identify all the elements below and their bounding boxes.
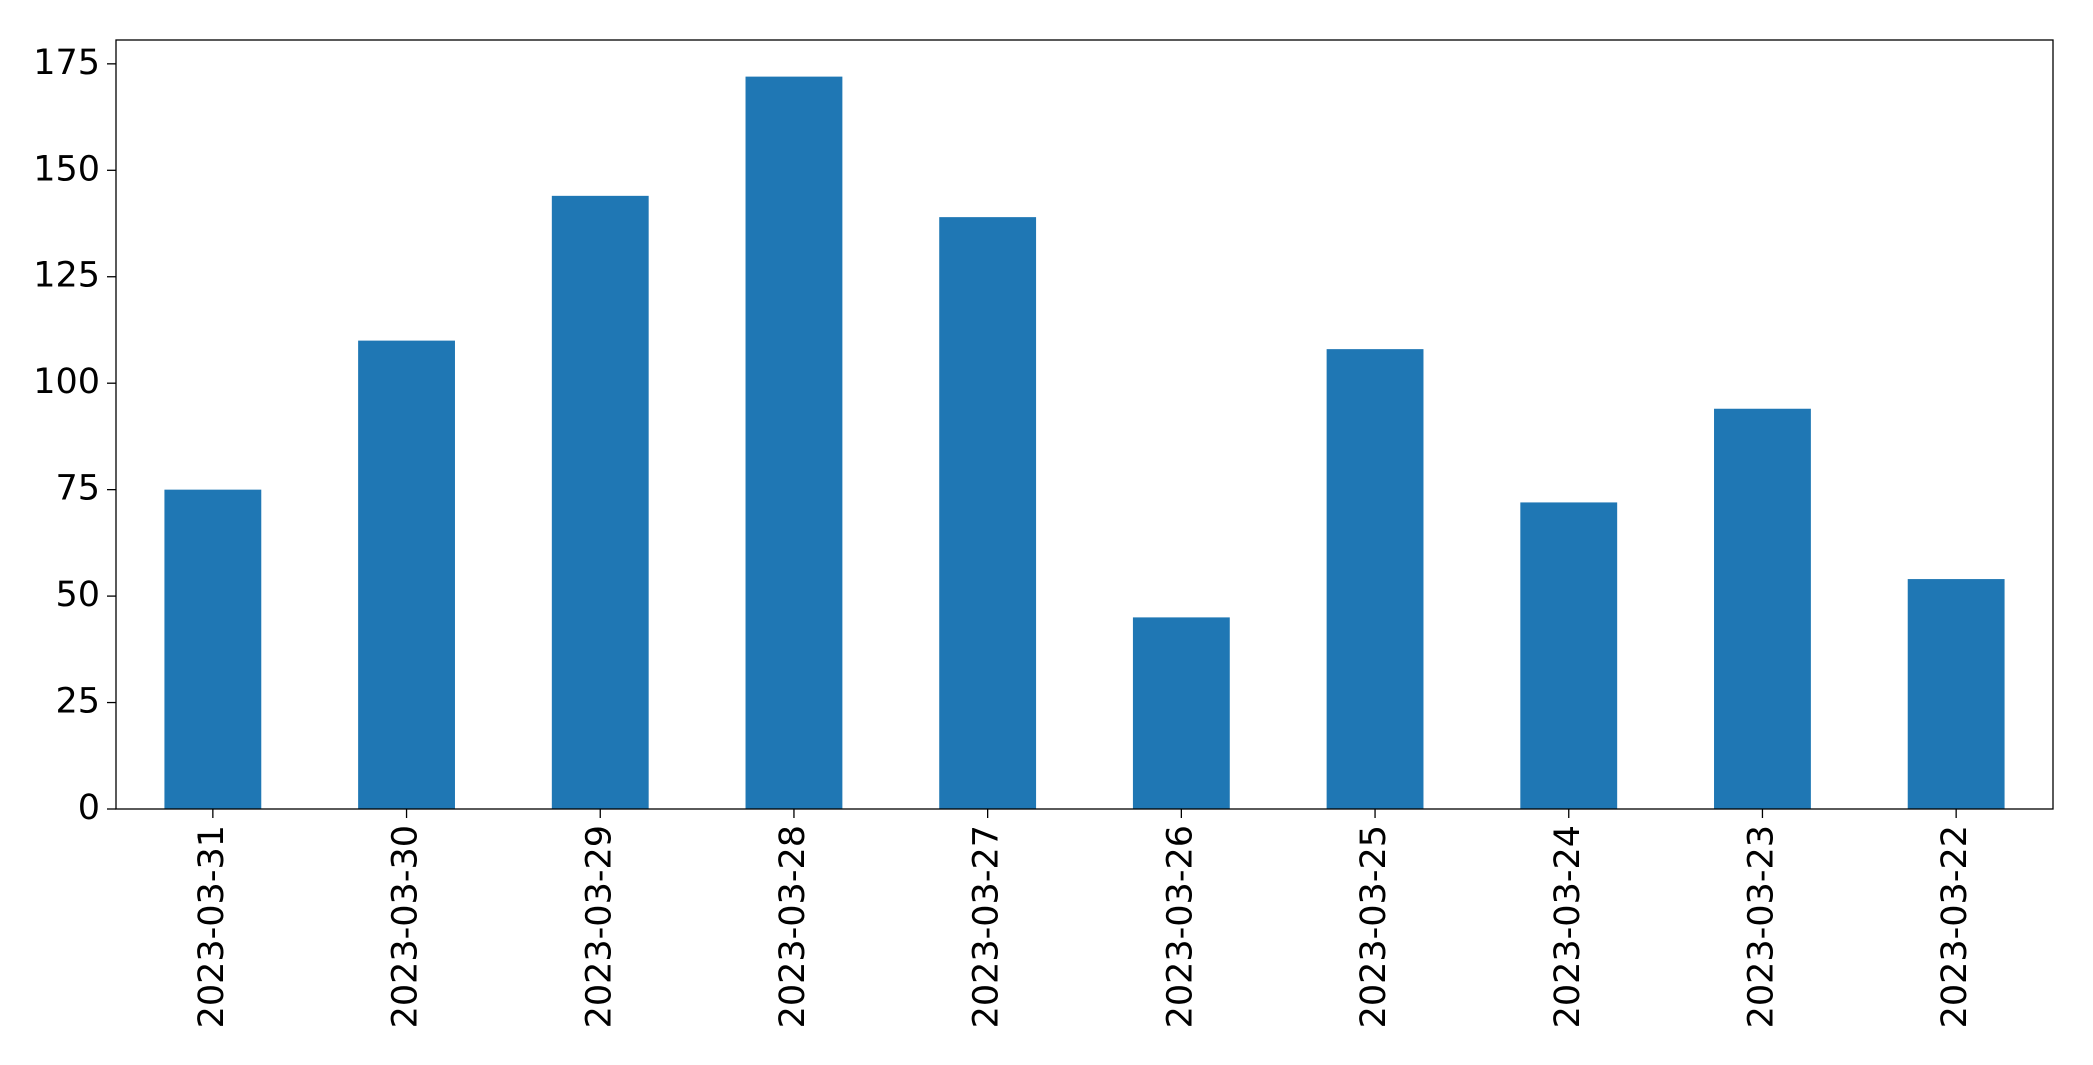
x-tick-label: 2023-03-28	[773, 825, 813, 1028]
x-tick-label: 2023-03-23	[1741, 825, 1781, 1028]
bar	[745, 76, 843, 810]
plot-frame	[115, 39, 2054, 810]
x-tick-label: 2023-03-29	[579, 825, 619, 1028]
bar	[939, 217, 1037, 809]
bar	[551, 195, 649, 809]
x-tick-label: 2023-03-31	[192, 825, 232, 1028]
x-tick-label: 2023-03-24	[1548, 825, 1588, 1028]
x-tick-label: 2023-03-25	[1354, 825, 1394, 1028]
bar	[164, 489, 262, 809]
x-tick-label: 2023-03-30	[386, 825, 426, 1028]
bar	[358, 340, 455, 809]
y-tick-label: 150	[33, 149, 100, 189]
x-tick-label: 2023-03-22	[1935, 825, 1975, 1028]
y-tick-label: 0	[78, 788, 100, 828]
bar	[1520, 502, 1618, 809]
y-tick-label: 75	[55, 469, 100, 509]
bar	[1326, 349, 1424, 809]
bar	[1907, 579, 2005, 809]
y-tick-label: 25	[55, 682, 100, 722]
y-tick-label: 50	[55, 575, 100, 615]
bar	[1132, 617, 1230, 809]
y-tick-label: 100	[33, 362, 100, 402]
bar	[1714, 408, 1811, 809]
y-tick-label: 175	[33, 43, 100, 83]
x-tick-label: 2023-03-27	[967, 825, 1007, 1028]
x-tick-label: 2023-03-26	[1160, 825, 1200, 1028]
y-tick-label: 125	[33, 256, 100, 296]
